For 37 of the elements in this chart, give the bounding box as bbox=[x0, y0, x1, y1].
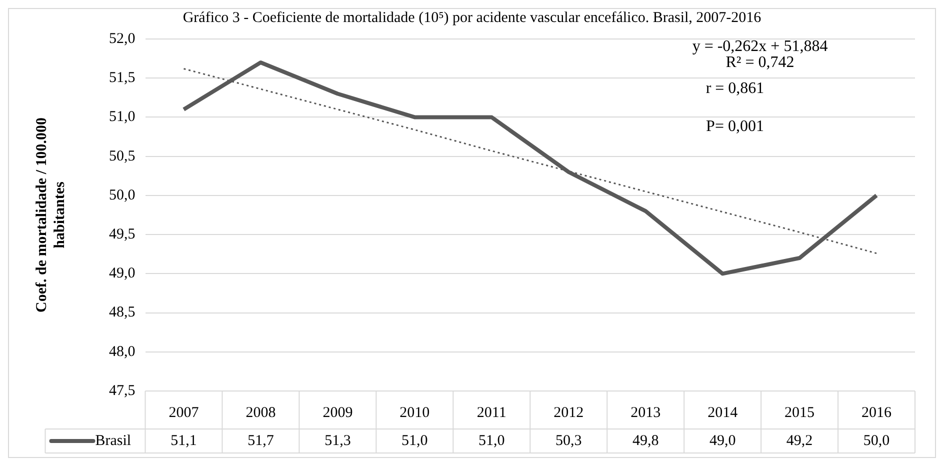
x-tick-label: 2012 bbox=[554, 404, 584, 421]
x-tick-label: 2007 bbox=[168, 404, 200, 421]
y-tick-label: 51,0 bbox=[109, 109, 136, 126]
annotation: y = -0,262x + 51,884 bbox=[692, 38, 828, 56]
annotation: P= 0,001 bbox=[706, 118, 764, 136]
y-tick-label: 49,5 bbox=[109, 226, 136, 242]
x-tick-label: 2008 bbox=[246, 404, 276, 421]
y-tick-label: 47,5 bbox=[109, 382, 136, 399]
data-label: 51,7 bbox=[248, 432, 274, 449]
x-tick-label: 2016 bbox=[862, 404, 892, 421]
y-tick-label: 49,0 bbox=[109, 266, 136, 282]
x-tick-label: 2010 bbox=[400, 404, 430, 421]
data-label: 51,1 bbox=[170, 432, 197, 449]
data-label: 49,2 bbox=[786, 432, 813, 449]
data-label: 50,0 bbox=[863, 432, 890, 449]
data-label: 51,0 bbox=[478, 432, 505, 449]
y-tick-label: 50,0 bbox=[109, 187, 136, 204]
x-tick-label: 2014 bbox=[708, 404, 738, 421]
chart-title: Gráfico 3 - Coeficiente de mortalidade (10⁵) por acidente vascular encefálico. Brasil, 2007-2016 bbox=[182, 10, 762, 26]
y-axis-title: Coef. de mortalidade / 100.000 habitantes bbox=[34, 118, 68, 312]
annotation: r = 0,861 bbox=[706, 80, 764, 98]
y-tick-label: 48,5 bbox=[109, 304, 136, 321]
y-tick-label: 52,0 bbox=[109, 30, 136, 47]
legend-label: Brasil bbox=[95, 432, 132, 449]
data-label: 49,0 bbox=[709, 432, 736, 449]
x-tick-label: 2011 bbox=[476, 404, 506, 421]
x-tick-label: 2013 bbox=[630, 404, 661, 421]
y-tick-label: 51,5 bbox=[109, 70, 136, 86]
data-label: 51,3 bbox=[324, 432, 351, 449]
data-label: 49,8 bbox=[632, 432, 659, 449]
x-tick-label: 2009 bbox=[322, 404, 353, 421]
data-label: 51,0 bbox=[402, 432, 428, 449]
annotation: R² = 0,742 bbox=[726, 54, 794, 72]
x-tick-label: 2015 bbox=[784, 404, 815, 421]
data-label: 50,3 bbox=[555, 432, 582, 449]
y-tick-label: 50,5 bbox=[109, 148, 136, 164]
y-tick-label: 48,0 bbox=[109, 344, 136, 360]
